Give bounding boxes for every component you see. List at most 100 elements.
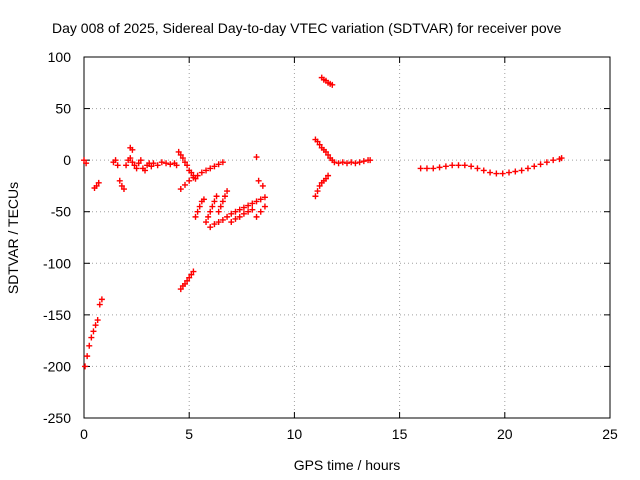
series-15 <box>417 155 565 177</box>
data-point <box>148 163 155 170</box>
data-point <box>177 151 184 158</box>
series-10 <box>253 154 266 189</box>
data-point <box>367 157 374 164</box>
data-point <box>154 162 161 169</box>
data-point <box>215 219 222 226</box>
data-point <box>200 196 207 203</box>
data-point <box>253 154 260 161</box>
data-point <box>194 172 201 179</box>
series-5 <box>177 159 226 193</box>
data-point <box>123 162 130 169</box>
data-point <box>240 204 247 211</box>
data-point <box>512 168 519 175</box>
data-point <box>188 271 195 278</box>
series-1 <box>81 157 102 191</box>
data-point <box>232 215 239 222</box>
data-point <box>224 213 231 220</box>
data-point <box>442 163 449 170</box>
data-point <box>81 157 87 164</box>
series-11 <box>318 74 336 88</box>
data-point <box>186 177 193 184</box>
data-point <box>322 175 329 182</box>
y-tick-label: 0 <box>63 152 71 168</box>
data-point <box>316 182 323 189</box>
chart-title: Day 008 of 2025, Sidereal Day-to-day VTE… <box>52 20 562 36</box>
data-point <box>360 158 367 165</box>
data-point <box>116 177 123 184</box>
data-point <box>487 169 494 176</box>
data-point <box>537 161 544 168</box>
x-tick-labels: 0 5 10 15 20 25 <box>80 426 618 442</box>
data-point <box>181 159 188 166</box>
series-12 <box>312 136 336 164</box>
data-point <box>228 210 235 217</box>
data-point <box>94 317 101 324</box>
data-point <box>329 81 336 88</box>
data-point <box>179 155 186 162</box>
series-14 <box>331 157 374 167</box>
data-point <box>90 328 97 335</box>
data-point <box>207 224 214 231</box>
data-point <box>173 162 180 169</box>
data-point <box>203 167 210 174</box>
x-tick-label: 25 <box>602 426 618 442</box>
data-point <box>137 157 144 164</box>
data-point <box>261 203 268 210</box>
series-3 <box>150 159 180 169</box>
data-point <box>314 188 321 195</box>
data-point <box>114 162 121 169</box>
y-tick-label: -150 <box>43 307 71 323</box>
y-tick-label: -50 <box>51 204 71 220</box>
data-point <box>219 216 226 223</box>
data-point <box>543 159 550 166</box>
data-point <box>316 141 323 148</box>
data-point <box>184 277 191 284</box>
data-point <box>196 203 203 210</box>
data-point <box>249 200 256 207</box>
data-point <box>339 159 346 166</box>
data-point <box>259 182 266 189</box>
data-point <box>211 163 218 170</box>
data-point <box>232 208 239 215</box>
series-6 <box>177 268 197 293</box>
data-point <box>493 170 500 177</box>
y-tick-label: -100 <box>43 255 71 271</box>
y-tick-label: 100 <box>48 49 72 65</box>
x-axis-label: GPS time / hours <box>294 457 401 473</box>
data-point <box>129 159 136 166</box>
data-point <box>228 219 235 226</box>
data-point <box>344 160 350 167</box>
x-tick-label: 20 <box>497 426 513 442</box>
data-point <box>184 162 191 169</box>
plot-frame <box>83 56 611 419</box>
data-point <box>98 296 105 303</box>
data-point <box>352 160 359 167</box>
data-point <box>150 160 157 167</box>
data-point <box>245 202 252 209</box>
y-tick-label: -250 <box>43 410 71 426</box>
data-point <box>205 213 212 220</box>
data-point <box>322 148 329 155</box>
data-point <box>211 221 218 228</box>
data-point <box>506 169 513 176</box>
data-point <box>215 161 222 168</box>
data-point <box>118 182 125 189</box>
data-point <box>449 162 456 169</box>
data-point <box>192 213 199 220</box>
data-point <box>430 165 437 172</box>
data-point <box>84 353 91 360</box>
data-point <box>86 342 93 349</box>
data-point <box>190 174 197 181</box>
data-point <box>88 334 95 341</box>
data-point <box>211 198 218 205</box>
data-point <box>524 165 531 172</box>
data-point <box>236 206 243 213</box>
data-point <box>219 198 226 205</box>
data-point <box>198 169 205 176</box>
data-point <box>240 210 247 217</box>
axis-ticks <box>83 56 611 419</box>
data-point <box>245 208 252 215</box>
data-point <box>356 159 363 166</box>
data-point <box>190 268 197 275</box>
